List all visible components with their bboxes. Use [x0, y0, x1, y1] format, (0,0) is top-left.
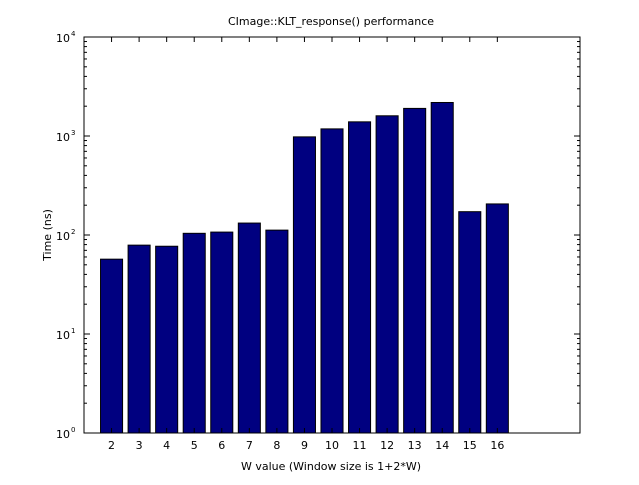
- x-tick-label: 14: [435, 439, 449, 452]
- bar-group: [100, 101, 509, 434]
- bar-10: [320, 128, 344, 434]
- chart-title: CImage::KLT_response() performance: [228, 15, 434, 28]
- x-tick-label: 4: [163, 439, 170, 452]
- bar-7: [237, 222, 261, 434]
- y-axis-label: Time (ns): [41, 209, 54, 262]
- x-axis-label: W value (Window size is 1+2*W): [241, 460, 421, 473]
- y-tick-label: 10: [56, 230, 70, 243]
- x-tick-label: 7: [246, 439, 253, 452]
- x-tick-label: 11: [353, 439, 367, 452]
- bar-2: [100, 258, 124, 434]
- y-tick-exponent: 1: [71, 327, 75, 335]
- bar-8: [265, 229, 289, 434]
- x-axis-ticks: 2 3 4 5 6 7 8 9 10 11 12 13 14 15 16: [108, 37, 504, 452]
- x-tick-label: 16: [490, 439, 504, 452]
- y-tick-exponent: 4: [71, 30, 76, 38]
- bar-12: [375, 115, 399, 434]
- x-tick-label: 6: [218, 439, 225, 452]
- x-tick-label: 3: [136, 439, 143, 452]
- x-tick-label: 5: [191, 439, 198, 452]
- y-tick-exponent: 3: [71, 129, 75, 137]
- bar-15: [458, 211, 482, 434]
- x-tick-label: 9: [301, 439, 308, 452]
- bar-4: [155, 245, 179, 434]
- x-tick-label: 15: [463, 439, 477, 452]
- x-tick-label: 12: [380, 439, 394, 452]
- y-tick-label: 10: [56, 131, 70, 144]
- bar-11: [348, 121, 372, 434]
- x-tick-label: 13: [408, 439, 422, 452]
- x-tick-label: 2: [108, 439, 115, 452]
- bar-3: [127, 244, 151, 434]
- bar-16: [485, 203, 509, 434]
- bar-13: [403, 107, 427, 434]
- x-tick-label: 10: [325, 439, 339, 452]
- bar-6: [210, 231, 234, 434]
- x-tick-label: 8: [273, 439, 280, 452]
- bar-5: [182, 232, 206, 434]
- y-tick-label: 10: [56, 32, 70, 45]
- y-tick-label: 10: [56, 428, 70, 441]
- bar-9: [292, 136, 316, 434]
- y-tick-exponent: 0: [71, 426, 75, 434]
- bar-14: [430, 101, 454, 434]
- y-tick-exponent: 2: [71, 228, 75, 236]
- y-tick-label: 10: [56, 329, 70, 342]
